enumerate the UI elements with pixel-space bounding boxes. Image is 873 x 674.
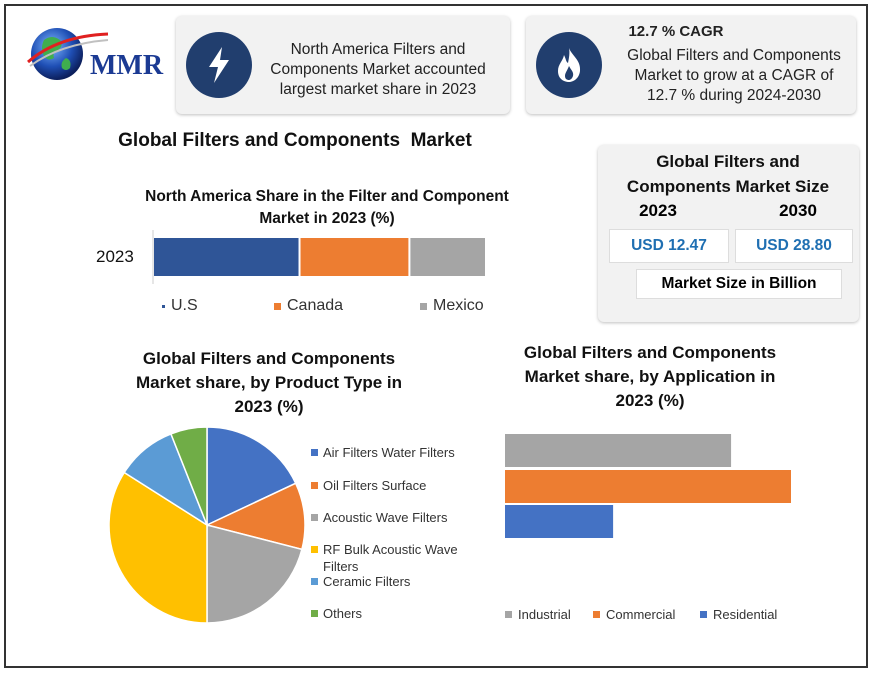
pie-legend-label: RF Bulk Acoustic Wave Filters: [323, 542, 458, 574]
app-bar-industrial: [505, 434, 732, 467]
mmr-logo: MMR: [20, 18, 170, 88]
market-size-value-b: USD 28.80: [735, 229, 853, 263]
info-card-cagr: 12.7 % CAGR Global Filters and Component…: [526, 16, 856, 114]
market-size-year-a: 2023: [639, 201, 677, 220]
pie-slice-acoustic-wave-filters: [206, 524, 303, 624]
pie-legend-item: Air Filters Water Filters: [311, 444, 471, 461]
na-legend-us-label: U.S: [171, 297, 198, 314]
info-card-north-america-text: North America Filters and Components Mar…: [270, 41, 486, 98]
na-legend-us: U.S: [162, 297, 198, 315]
na-legend-mexico: Mexico: [420, 297, 484, 315]
lightning-icon: [186, 32, 252, 98]
app-legend-commercial: Commercial: [593, 607, 675, 622]
market-size-value-a: USD 12.47: [609, 229, 729, 263]
info-card-cagr-text: Global Filters and Components Market to …: [627, 47, 841, 104]
pie-legend-label: Others: [323, 606, 363, 621]
market-size-title: Global Filters and Components Market Siz…: [626, 152, 830, 196]
pie-legend-label: Air Filters Water Filters: [323, 445, 455, 460]
globe-icon: MMR: [27, 28, 164, 81]
na-share-category-label: 2023: [96, 247, 134, 266]
flame-icon: [536, 32, 602, 98]
app-legend-industrial: Industrial: [505, 607, 571, 622]
app-bar-residential: [505, 505, 614, 538]
na-share-chart: 2023: [96, 230, 485, 284]
product-type-chart-title: Global Filters and Components Market sha…: [135, 349, 403, 416]
market-size-card: Global Filters and Components Market Siz…: [598, 145, 859, 322]
na-legend-canada-label: Canada: [287, 297, 344, 314]
pie-legend-label: Acoustic Wave Filters: [323, 510, 448, 525]
pie-legend-item: Oil Filters Surface: [311, 477, 471, 494]
application-chart-title: Global Filters and Components Market sha…: [523, 343, 777, 410]
na-share-chart-title: North America Share in the Filter and Co…: [145, 188, 509, 227]
na-bar-mexico: [410, 238, 485, 276]
pie-slice-air-filters-water-filters: [206, 426, 297, 527]
na-legend-canada: Canada: [274, 297, 343, 315]
info-card-north-america: North America Filters and Components Mar…: [176, 16, 510, 114]
pie-legend-label: Oil Filters Surface: [323, 478, 427, 493]
market-size-unit-label: Market Size in Billion: [636, 269, 842, 299]
market-size-year-b: 2030: [779, 201, 817, 220]
app-legend-industrial-label: Industrial: [518, 607, 571, 622]
pie-slice-oil-filters-surface: [204, 482, 306, 551]
na-bar-us: [154, 238, 299, 276]
main-title: Global Filters and Components Market: [118, 130, 472, 151]
pie-legend-item: RF Bulk Acoustic Wave Filters: [311, 541, 471, 575]
na-bar-canada: [300, 238, 409, 276]
pie-legend-item: Ceramic Filters: [311, 573, 471, 590]
pie-legend-item: Acoustic Wave Filters: [311, 509, 471, 526]
app-bar-commercial: [505, 470, 791, 503]
pie-legend-item: Others: [311, 605, 471, 622]
app-legend-residential: Residential: [700, 607, 777, 622]
pie-legend-label: Ceramic Filters: [323, 574, 411, 589]
application-chart: [505, 434, 791, 538]
pie-slice-others: [169, 426, 208, 526]
app-legend-commercial-label: Commercial: [606, 607, 676, 622]
cagr-heading: 12.7 % CAGR: [628, 23, 724, 40]
app-legend-residential-label: Residential: [713, 607, 778, 622]
svg-text:MMR: MMR: [90, 50, 164, 81]
product-type-pie: [108, 426, 306, 624]
na-legend-mexico-label: Mexico: [433, 297, 484, 314]
